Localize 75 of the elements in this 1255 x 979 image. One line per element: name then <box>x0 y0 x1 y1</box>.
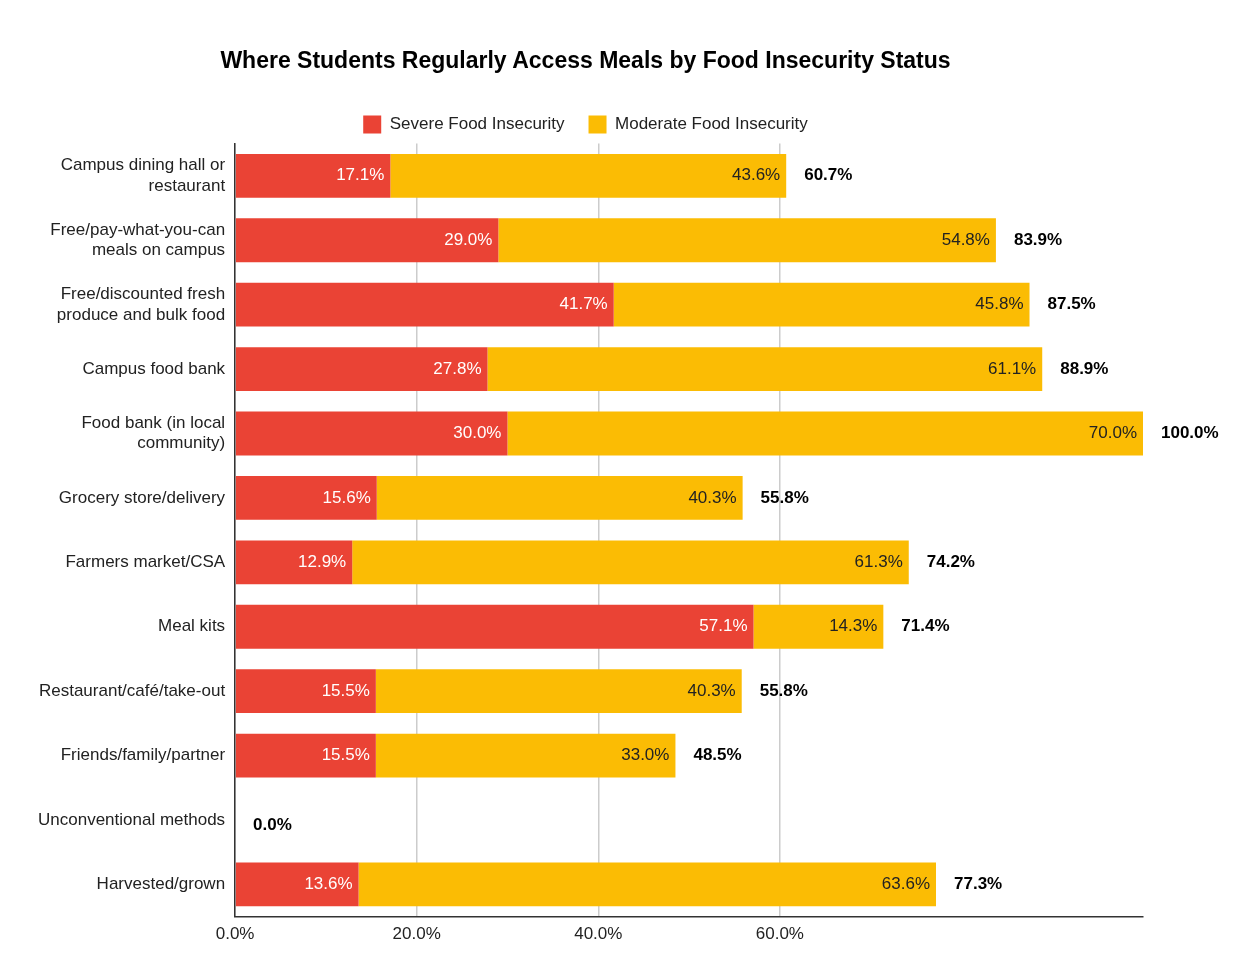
bar <box>235 218 499 263</box>
bar <box>375 733 676 778</box>
legend-label: Severe Food Insecurity <box>389 114 566 134</box>
bar <box>376 475 743 520</box>
total-label: 100.0% <box>1161 423 1219 443</box>
bar <box>235 733 376 778</box>
data-label: 40.3% <box>688 487 737 507</box>
y-tick-label: Free/pay-what-you-can meals on campus <box>50 219 226 260</box>
total-label: 55.8% <box>760 487 809 507</box>
data-label: 33.0% <box>621 745 670 765</box>
y-tick-label: Grocery store/delivery <box>58 487 226 507</box>
data-label: 15.6% <box>322 487 371 507</box>
x-tick-label: 20.0% <box>392 924 441 944</box>
y-tick-label: Campus food bank <box>82 358 226 378</box>
bar <box>235 475 377 520</box>
data-label: 15.5% <box>321 680 370 700</box>
data-label: 15.5% <box>321 745 370 765</box>
total-label: 77.3% <box>954 874 1003 894</box>
data-label: 54.8% <box>941 229 990 249</box>
data-label: 17.1% <box>336 165 385 185</box>
total-label: 87.5% <box>1047 294 1096 314</box>
bar <box>235 540 353 585</box>
data-label: 14.3% <box>829 616 878 636</box>
y-tick-label: Campus dining hall or restaurant <box>60 155 226 195</box>
data-label: 27.8% <box>433 358 482 378</box>
total-label: 88.9% <box>1060 358 1109 378</box>
y-tick-label: Restaurant/café/take-out <box>38 680 226 700</box>
bar <box>235 411 508 456</box>
bar <box>498 218 996 263</box>
bar <box>487 347 1043 391</box>
bar <box>753 604 884 649</box>
bar <box>390 153 787 198</box>
bar <box>235 669 376 714</box>
data-label: 40.3% <box>687 680 736 700</box>
data-label: 43.6% <box>732 165 781 185</box>
total-label: 83.9% <box>1013 229 1063 249</box>
total-label: 60.7% <box>804 165 853 185</box>
x-tick-label: 0.0% <box>215 924 255 944</box>
y-tick-label: Harvested/grown <box>96 874 226 894</box>
x-tick-label: 40.0% <box>574 924 623 944</box>
data-label: 63.6% <box>881 874 930 894</box>
bar <box>613 282 1030 327</box>
data-label: 13.6% <box>304 874 353 894</box>
y-tick-label: Friends/family/partner <box>60 745 226 765</box>
data-label: 61.3% <box>854 552 903 571</box>
data-label: 70.0% <box>1088 423 1137 443</box>
bar <box>507 411 1143 456</box>
total-label: 55.8% <box>759 680 808 700</box>
bar <box>235 282 614 327</box>
chart-title: Where Students Regularly Access Meals by Food Insecurity Status <box>220 47 951 74</box>
data-label: 45.8% <box>975 294 1024 314</box>
total-label: 0.0% <box>253 814 292 834</box>
total-label: 74.2% <box>926 552 975 571</box>
y-tick-label: Food bank (in local community) <box>81 412 226 453</box>
data-label: 57.1% <box>699 616 748 636</box>
legend-label: Moderate Food Insecurity <box>615 114 809 134</box>
data-label: 41.7% <box>559 294 608 314</box>
bar <box>235 862 359 907</box>
data-label: 29.0% <box>444 229 493 249</box>
bar <box>358 862 936 907</box>
total-label: 48.5% <box>693 745 742 765</box>
bar <box>235 153 391 198</box>
y-tick-label: Farmers market/CSA <box>65 552 226 571</box>
data-label: 12.9% <box>298 552 347 571</box>
data-label: 61.1% <box>988 358 1037 378</box>
bar <box>375 669 742 714</box>
bar <box>235 604 754 649</box>
x-tick-label: 60.0% <box>755 924 804 944</box>
y-tick-label: Free/discounted fresh produce and bulk food <box>56 284 226 324</box>
data-label: 30.0% <box>453 423 502 443</box>
bar <box>235 347 488 391</box>
total-label: 71.4% <box>901 616 950 636</box>
y-tick-label: Meal kits <box>158 616 226 636</box>
y-tick-label: Unconventional methods <box>37 809 226 829</box>
bar <box>352 540 909 585</box>
